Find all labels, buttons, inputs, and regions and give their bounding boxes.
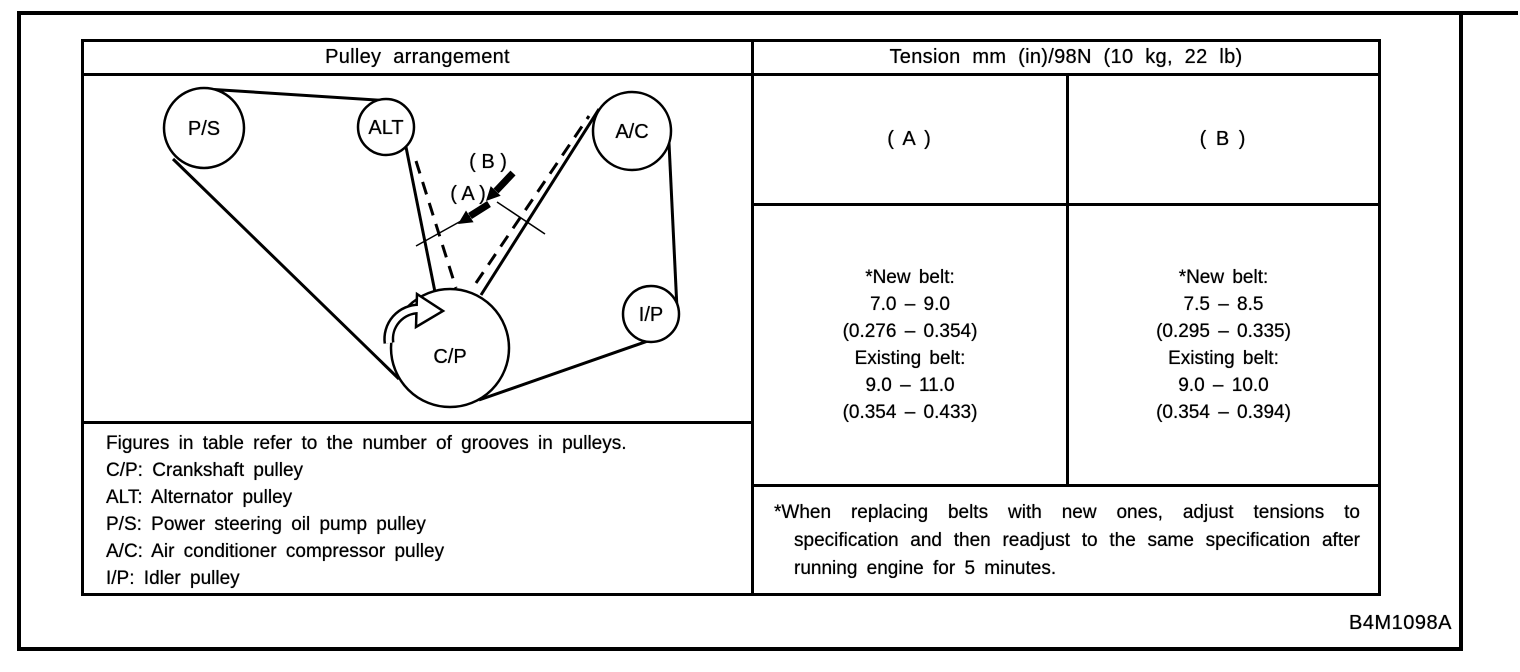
ac-pulley-circle: [591, 90, 673, 172]
rotation-arrow-icon: [383, 291, 446, 344]
pulley-diagram: P/S ALT A/C I/P C/P ( B ) ( A ): [162, 86, 681, 409]
legend-line: A/C: Air conditioner compressor pulley: [106, 541, 445, 562]
arrow-a-icon: [458, 201, 491, 224]
arrow-b-icon: [486, 170, 516, 201]
ip-pulley-circle: [621, 284, 681, 344]
legend-line: I/P: Idler pulley: [106, 568, 240, 589]
table-column-divider: [751, 42, 754, 593]
value-line: 7.5 – 8.5: [1183, 294, 1264, 315]
footnote-text: *When replacing belts with new ones, adj…: [774, 502, 1360, 579]
tension-header: Tension mm (in)/98N (10 kg, 22 lb): [889, 46, 1243, 68]
value-line: (0.276 – 0.354): [842, 321, 978, 342]
legend-line: ALT: Alternator pulley: [106, 487, 293, 508]
deflection-tick-b: [496, 201, 546, 235]
tension-ab-divider: [1066, 76, 1069, 484]
tension-footnote: *When replacing belts with new ones, adj…: [754, 487, 1378, 593]
cp-pulley-label: C/P: [433, 346, 466, 368]
footnote-rule: [754, 484, 1378, 487]
outer-frame: Pulley arrangement Tension mm (in)/98N (…: [17, 11, 1463, 651]
figure-code: B4M1098A: [1349, 612, 1452, 634]
pulley-arrangement-header: Pulley arrangement: [325, 46, 510, 68]
alt-pulley-label: ALT: [368, 117, 403, 139]
tension-b-values: *New belt: 7.5 – 8.5 (0.295 – 0.335) Exi…: [1069, 206, 1378, 484]
belt-cp-ac: [479, 108, 601, 296]
value-line: (0.354 – 0.433): [842, 402, 978, 423]
ac-pulley-label: A/C: [615, 121, 648, 143]
legend-line: Figures in table refer to the number of …: [106, 433, 627, 454]
belt-ip-cp: [478, 333, 666, 402]
tension-header-rule: [754, 203, 1378, 206]
legend-line: P/S: Power steering oil pump pulley: [106, 514, 426, 535]
tension-b-header-cell: ( B ): [1199, 128, 1248, 150]
belt-ps-alt: [205, 87, 392, 103]
spec-table: Pulley arrangement Tension mm (in)/98N (…: [81, 39, 1381, 596]
tension-a-values: *New belt: 7.0 – 9.0 (0.276 – 0.354) Exi…: [754, 206, 1066, 484]
belt-alt-cp-deflected: [414, 160, 458, 289]
belt-ac-ip: [667, 142, 679, 310]
table-header-rule: [84, 73, 1378, 76]
legend-line: C/P: Crankshaft pulley: [106, 460, 304, 481]
belt-ps-cp: [171, 157, 401, 381]
label-b: ( B ): [469, 151, 507, 173]
ps-pulley-label: P/S: [188, 118, 220, 140]
diagram-legend-divider: [84, 421, 751, 424]
belt-cp-ac-deflected: [474, 115, 591, 284]
value-line: 9.0 – 10.0: [1178, 375, 1269, 396]
belt-alt-cp: [404, 146, 437, 293]
ps-pulley-circle: [162, 86, 246, 170]
value-line: *New belt:: [865, 267, 955, 288]
value-line: Existing belt:: [854, 348, 966, 369]
alt-pulley-circle: [356, 97, 416, 157]
value-line: 7.0 – 9.0: [870, 294, 950, 315]
ip-pulley-label: I/P: [639, 304, 663, 326]
value-line: 9.0 – 11.0: [865, 375, 955, 396]
value-line: (0.295 – 0.335): [1156, 321, 1291, 342]
value-line: Existing belt:: [1168, 348, 1279, 369]
label-a: ( A ): [450, 183, 486, 205]
value-line: *New belt:: [1178, 267, 1269, 288]
value-line: (0.354 – 0.394): [1156, 402, 1291, 423]
tension-a-header-cell: ( A ): [887, 128, 933, 150]
pulley-legend: Figures in table refer to the number of …: [84, 424, 751, 593]
